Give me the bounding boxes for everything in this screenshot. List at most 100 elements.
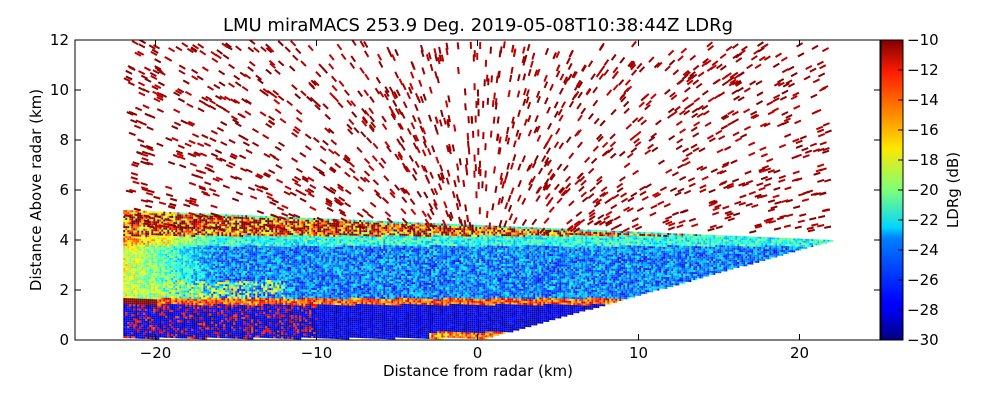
heat-cell <box>185 223 187 225</box>
heat-cell <box>179 306 181 308</box>
heat-cell <box>263 250 265 252</box>
heat-cell <box>221 276 223 278</box>
heat-cell <box>231 261 233 263</box>
heat-cell <box>217 272 219 274</box>
heat-cell <box>235 285 237 287</box>
heat-cell <box>127 226 129 228</box>
heat-cell <box>143 301 145 303</box>
heat-cell <box>167 272 169 274</box>
heat-cell <box>263 280 265 282</box>
heat-cell <box>139 291 141 293</box>
heat-cell <box>237 223 239 225</box>
heat-cell <box>223 268 225 270</box>
heat-cell <box>201 263 203 265</box>
heat-cell <box>253 228 255 230</box>
heat-cell <box>255 260 257 262</box>
heat-cell <box>261 314 263 316</box>
heat-cell <box>269 300 271 302</box>
heat-cell <box>145 235 147 237</box>
heat-cell <box>163 332 165 334</box>
heat-cell <box>205 314 207 316</box>
heat-cell <box>151 261 153 263</box>
heat-cell <box>191 333 193 335</box>
heat-cell <box>131 312 133 314</box>
heat-cell <box>185 235 187 237</box>
heat-cell <box>167 270 169 272</box>
heat-cell <box>137 257 139 259</box>
heat-cell <box>247 229 249 231</box>
heat-cell <box>247 251 249 253</box>
heat-cell <box>233 323 235 325</box>
heat-cell <box>137 277 139 279</box>
heat-cell <box>235 237 237 239</box>
heat-cell <box>271 302 273 304</box>
heat-cell <box>271 224 273 226</box>
heat-cell <box>175 250 177 252</box>
heat-cell <box>153 251 155 253</box>
heat-cell <box>227 266 229 268</box>
heat-cell <box>207 214 209 216</box>
heat-cell <box>173 302 175 304</box>
heat-cell <box>277 333 279 335</box>
heat-cell <box>143 337 145 339</box>
heat-cell <box>213 218 215 220</box>
heat-cell <box>247 333 249 335</box>
heat-cell <box>127 280 129 282</box>
heat-cell <box>231 235 233 237</box>
heat-cell <box>163 270 165 272</box>
heat-cell <box>241 281 243 283</box>
heat-cell <box>159 334 161 336</box>
heat-cell <box>131 226 133 228</box>
heat-cell <box>135 243 137 245</box>
heat-cell <box>231 253 233 255</box>
heat-cell <box>233 261 235 263</box>
heat-cell <box>209 300 211 302</box>
heat-cell <box>125 310 127 312</box>
heat-cell <box>123 274 125 276</box>
heat-cell <box>235 269 237 271</box>
heat-cell <box>257 254 259 256</box>
heat-cell <box>177 326 179 328</box>
heat-cell <box>267 304 269 306</box>
heat-cell <box>277 265 279 267</box>
heat-cell <box>187 291 189 293</box>
heat-cell <box>139 299 141 301</box>
heat-cell <box>251 309 253 311</box>
heat-cell <box>193 311 195 313</box>
heat-cell <box>263 272 265 274</box>
heat-cell <box>231 277 233 279</box>
heat-cell <box>191 317 193 319</box>
heat-cell <box>125 218 127 220</box>
heat-cell <box>203 235 205 237</box>
heat-cell <box>255 274 257 276</box>
heat-cell <box>189 327 191 329</box>
heat-cell <box>181 257 183 259</box>
heat-cell <box>159 332 161 334</box>
heat-cell <box>177 234 179 236</box>
heat-cell <box>135 249 137 251</box>
heat-cell <box>251 329 253 331</box>
heat-cell <box>259 310 261 312</box>
heat-cell <box>209 266 211 268</box>
heat-cell <box>273 266 275 268</box>
heat-cell <box>141 325 143 327</box>
heat-cell <box>235 315 237 317</box>
heat-cell <box>161 312 163 314</box>
heat-cell <box>179 228 181 230</box>
heat-cell <box>253 254 255 256</box>
heat-cell <box>249 317 251 319</box>
heat-cell <box>237 249 239 251</box>
heat-cell <box>123 320 125 322</box>
heat-cell <box>145 309 147 311</box>
heat-cell <box>179 274 181 276</box>
heat-cell <box>165 280 167 282</box>
heat-cell <box>207 294 209 296</box>
heat-cell <box>125 260 127 262</box>
heat-cell <box>237 323 239 325</box>
heat-cell <box>191 321 193 323</box>
heat-cell <box>205 234 207 236</box>
heat-cell <box>193 249 195 251</box>
heat-cell <box>245 305 247 307</box>
heat-cell <box>223 334 225 336</box>
heat-cell <box>175 252 177 254</box>
